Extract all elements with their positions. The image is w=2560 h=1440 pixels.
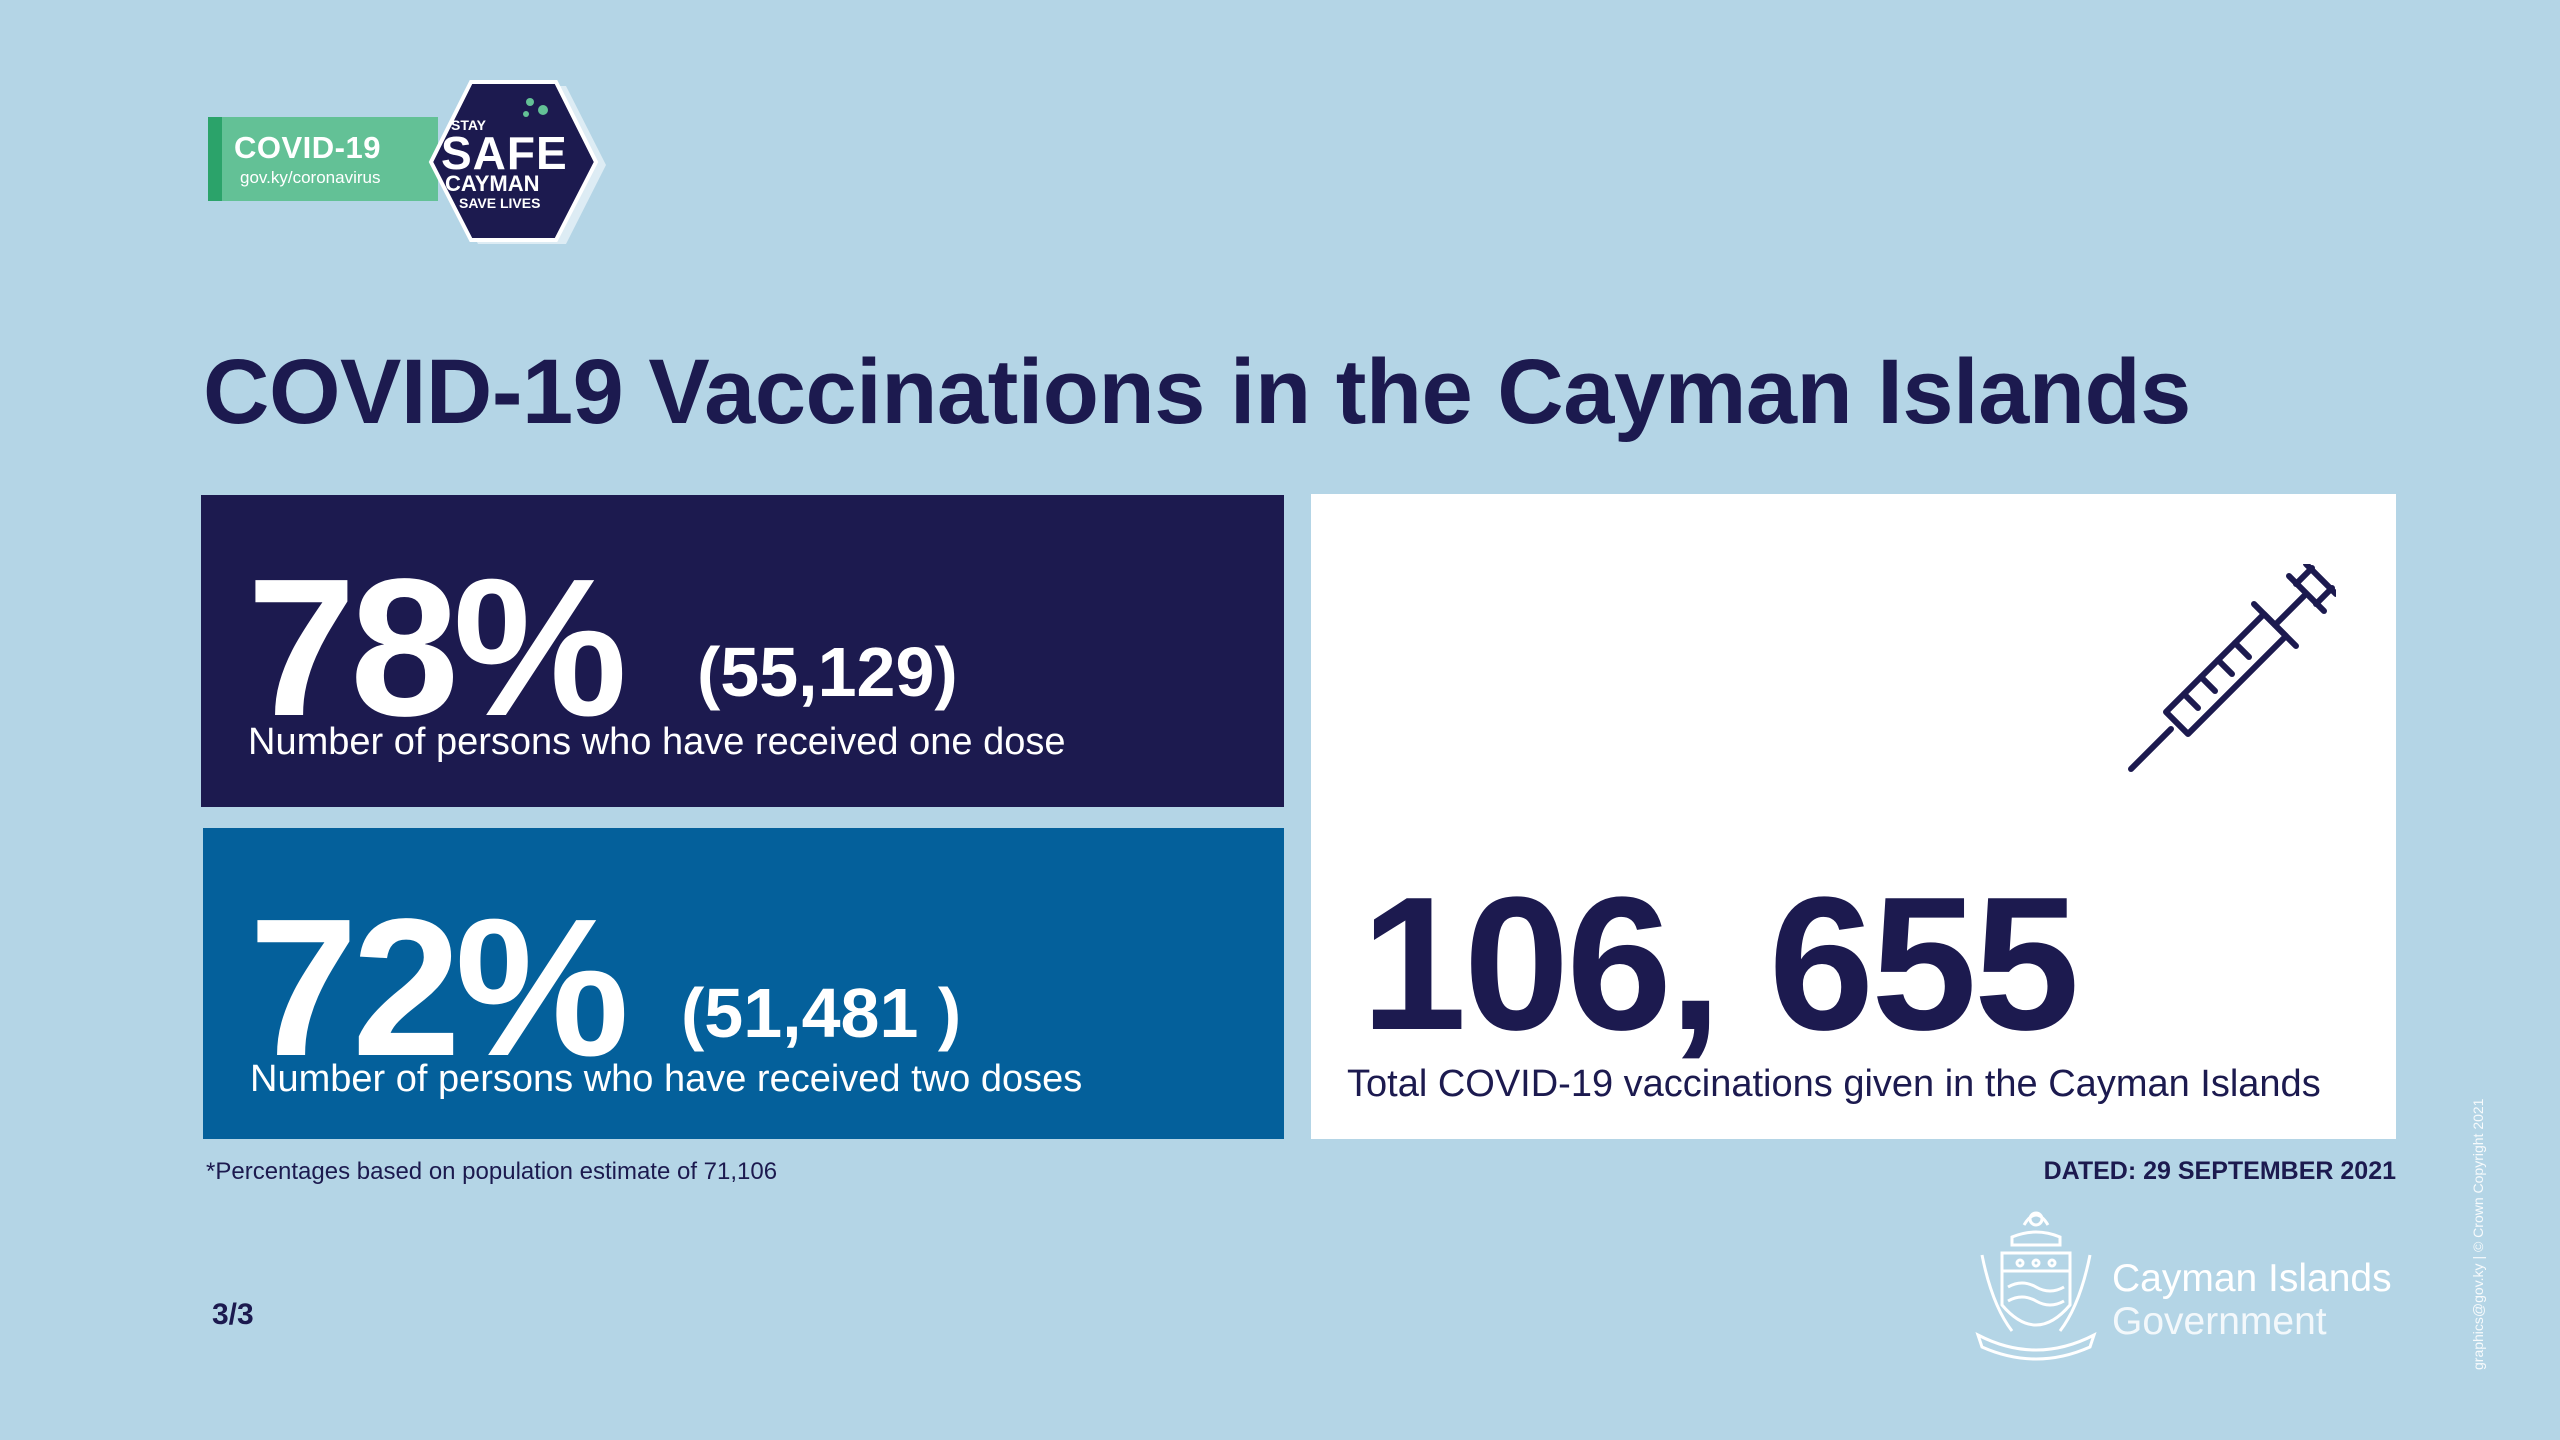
two-doses-count: (51,481 ) [681,974,962,1052]
badge-title: COVID-19 [234,130,381,165]
page-number: 3/3 [212,1298,254,1331]
one-dose-count: (55,129) [697,633,958,711]
two-doses-percent: 72% [249,878,629,1097]
badge-stay: STAY [451,117,487,133]
population-footnote: *Percentages based on population estimat… [206,1158,778,1185]
two-doses-card: 72% (51,481 ) Number of persons who have… [203,828,1284,1139]
copyright-credit: graphics@gov.ky | © Crown Copyright 2021 [2470,1098,2486,1370]
one-dose-card: 78% (55,129) Number of persons who have … [201,495,1284,807]
page-title: COVID-19 Vaccinations in the Cayman Isla… [203,341,2191,443]
badge-cayman: CAYMAN [445,171,540,196]
badge-url: gov.ky/coronavirus [240,168,381,187]
government-sub: Government [2112,1300,2327,1343]
date-label: DATED: 29 SEPTEMBER 2021 [2043,1157,2396,1185]
total-vaccinations-label: Total COVID-19 vaccinations given in the… [1347,1063,2321,1105]
hexagon-logo-icon [428,80,606,244]
total-vaccinations-card: 106, 655 Total COVID-19 vaccinations giv… [1311,494,2396,1139]
stay-safe-badge: COVID-19 gov.ky/coronavirus STAY SAFE CA… [208,80,608,250]
coat-of-arms-icon [1975,1211,2097,1361]
government-name: Cayman Islands [2112,1257,2392,1300]
syringe-icon [2128,564,2336,772]
badge-save-lives: SAVE LIVES [459,195,541,211]
covid-badge-bar [208,117,438,201]
two-doses-label: Number of persons who have received two … [250,1058,1083,1100]
one-dose-percent: 78% [247,538,627,757]
badge-safe: SAFE [441,127,568,179]
total-vaccinations-number: 106, 655 [1361,858,2080,1070]
one-dose-label: Number of persons who have received one … [248,721,1066,763]
